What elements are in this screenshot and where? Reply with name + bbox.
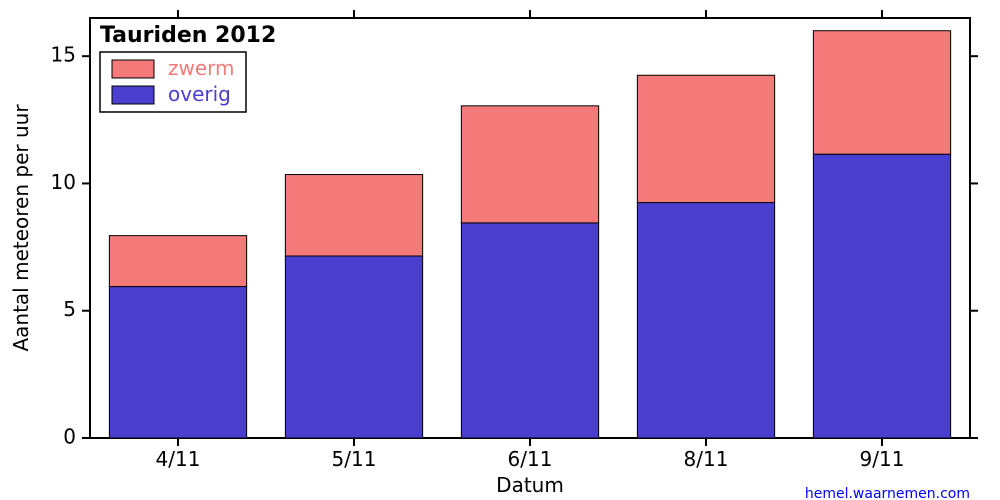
bar-zwerm (285, 175, 422, 256)
chart-container: 0 5 10 15 4/11 5/11 6/11 8/11 9/11 Aantal meteore… (0, 0, 1000, 500)
x-tick-label: 5/11 (332, 447, 377, 471)
bar-overig (285, 256, 422, 438)
legend-swatch (112, 86, 154, 104)
bar-overig (813, 154, 950, 438)
y-tick-label: 10 (51, 170, 76, 194)
x-tick-label: 4/11 (156, 447, 201, 471)
bar-zwerm (813, 31, 950, 154)
bar-zwerm (637, 75, 774, 202)
x-tick-label: 6/11 (508, 447, 553, 471)
x-axis-label: Datum (496, 473, 564, 497)
y-tick-label: 0 (63, 425, 76, 449)
legend-label: zwerm (168, 56, 235, 80)
bar-zwerm (109, 236, 246, 287)
legend-swatch (112, 60, 154, 78)
attribution-text: hemel.waarnemen.com (805, 486, 970, 500)
y-tick-label: 15 (51, 43, 76, 67)
bar-overig (109, 287, 246, 438)
legend: zwermoverig (100, 52, 246, 112)
bar-zwerm (461, 106, 598, 223)
chart-svg: 0 5 10 15 4/11 5/11 6/11 8/11 9/11 Aantal meteore… (0, 0, 1000, 500)
x-tick-label: 9/11 (860, 447, 905, 471)
bar-overig (461, 223, 598, 438)
x-tick-label: 8/11 (684, 447, 729, 471)
y-tick-label: 5 (63, 297, 76, 321)
legend-label: overig (168, 82, 231, 106)
bar-overig (637, 203, 774, 438)
y-axis-label: Aantal meteoren per uur (9, 104, 33, 352)
chart-title: Tauriden 2012 (100, 23, 276, 48)
